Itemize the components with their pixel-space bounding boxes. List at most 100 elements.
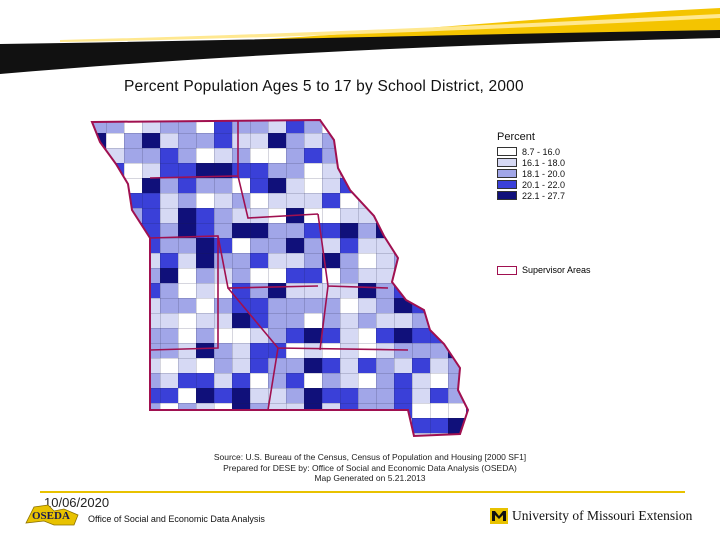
district-cell <box>412 193 430 208</box>
district-cell <box>124 253 142 268</box>
district-cell <box>394 133 412 148</box>
district-cell <box>412 253 430 268</box>
district-cell <box>448 148 466 163</box>
district-cell <box>484 238 488 253</box>
district-cell <box>92 328 106 343</box>
district-cell <box>196 418 214 433</box>
district-cell <box>106 268 124 283</box>
district-cell <box>412 148 430 163</box>
district-cell <box>466 298 468 313</box>
district-cell <box>358 148 376 163</box>
district-cell <box>394 433 412 436</box>
district-cell <box>448 193 466 208</box>
district-cell <box>92 343 106 358</box>
district-cell <box>466 283 468 298</box>
oseda-logo: OSEDA <box>25 504 79 526</box>
district-cell <box>286 433 304 436</box>
district-cell <box>92 418 106 433</box>
mizzou-m-icon <box>490 508 508 524</box>
district-cell <box>484 268 488 283</box>
district-cell <box>430 313 448 328</box>
district-cell <box>484 403 488 418</box>
district-cell <box>340 133 358 148</box>
district-cell <box>448 120 466 133</box>
district-cell <box>376 120 394 133</box>
legend-label: 18.1 - 20.0 <box>522 168 566 179</box>
district-cell <box>92 208 106 223</box>
district-cell <box>106 253 124 268</box>
district-cell <box>412 163 430 178</box>
source-line: Map Generated on 5.21.2013 <box>314 473 426 483</box>
district-cell <box>124 283 142 298</box>
district-cell <box>124 433 142 436</box>
district-cell <box>448 253 466 268</box>
legend-title: Percent <box>497 131 535 143</box>
district-cell <box>124 268 142 283</box>
district-cell <box>394 268 412 283</box>
district-cell <box>448 223 466 238</box>
map-legend: Percent 8.7 - 16.0 16.1 - 18.0 18.1 - 20… <box>497 131 565 201</box>
district-cell <box>466 208 468 223</box>
district-cell <box>92 313 106 328</box>
district-cell <box>358 120 376 133</box>
district-cell <box>448 268 466 283</box>
district-cell <box>412 178 430 193</box>
district-cell <box>340 120 358 133</box>
district-cell <box>340 433 358 436</box>
district-cell <box>394 148 412 163</box>
district-cell <box>124 238 142 253</box>
district-cell <box>484 433 488 448</box>
district-cell <box>466 148 468 163</box>
district-cell <box>376 418 394 433</box>
district-cell <box>268 418 286 433</box>
footer-divider <box>40 491 685 493</box>
district-cell <box>106 373 124 388</box>
district-cell <box>412 133 430 148</box>
district-cell <box>322 433 340 436</box>
district-cell <box>484 388 488 403</box>
district-cell <box>448 133 466 148</box>
district-cell <box>92 358 106 373</box>
district-cell <box>484 148 488 163</box>
district-cell <box>466 133 468 148</box>
district-cell <box>430 208 448 223</box>
district-cell <box>178 433 196 436</box>
legend-item: 22.1 - 27.7 <box>497 190 565 201</box>
district-cell <box>412 268 430 283</box>
district-cell <box>466 193 468 208</box>
district-cell <box>92 283 106 298</box>
district-cell <box>466 358 468 373</box>
map-source-note: Source: U.S. Bureau of the Census, Censu… <box>160 452 580 484</box>
district-cell <box>92 163 106 178</box>
district-cell <box>466 163 468 178</box>
legend-label: 22.1 - 27.7 <box>522 190 566 201</box>
district-cell <box>232 418 250 433</box>
legend-swatch <box>497 191 517 200</box>
district-cell <box>466 433 468 436</box>
district-cell <box>376 178 394 193</box>
district-cell <box>124 388 142 403</box>
district-cell <box>92 298 106 313</box>
district-cell <box>484 328 488 343</box>
district-cell <box>394 163 412 178</box>
district-cell <box>322 418 340 433</box>
district-cell <box>92 403 106 418</box>
district-cell <box>92 253 106 268</box>
district-cell <box>466 223 468 238</box>
district-cell <box>484 283 488 298</box>
legend-label: 20.1 - 22.0 <box>522 179 566 190</box>
district-cell <box>466 313 468 328</box>
district-cell <box>394 120 412 133</box>
district-cell <box>484 163 488 178</box>
header-swoosh <box>0 0 720 74</box>
university-name: University of Missouri Extension <box>512 508 693 523</box>
missouri-map <box>90 118 488 448</box>
district-cell <box>484 358 488 373</box>
district-cell <box>484 373 488 388</box>
legend-label: 16.1 - 18.0 <box>522 157 566 168</box>
district-cell <box>394 238 412 253</box>
district-cell <box>430 133 448 148</box>
district-cell <box>466 178 468 193</box>
district-cell <box>106 238 124 253</box>
district-cell <box>124 403 142 418</box>
